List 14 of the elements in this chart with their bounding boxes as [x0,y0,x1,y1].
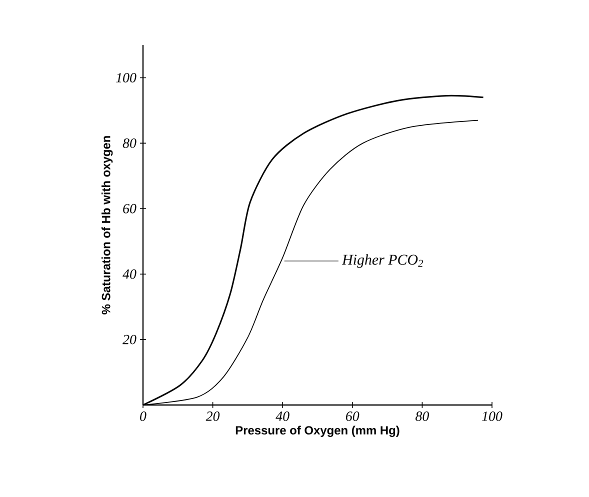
x-tick-label: 0 [140,412,146,421]
y-tick-label: 60 [123,204,136,214]
x-tick-label: 40 [276,412,290,421]
x-tick-label: 20 [206,412,220,421]
y-axis-title: % Saturation of Hb with oxygen [102,136,113,314]
y-tick-label: 80 [122,138,136,148]
y-tick-label: 20 [122,334,136,344]
annotation: Higher PCO$_{2}$ [342,254,424,268]
x-tick-label: 80 [416,412,429,421]
x-axis-title: Pressure of Oxygen (mm Hg) [236,426,400,437]
x-tick-label: 60 [346,412,360,421]
y-tick-label: 100 [116,73,136,82]
x-tick-label: 100 [482,412,502,421]
y-tick-label: 40 [122,269,136,279]
